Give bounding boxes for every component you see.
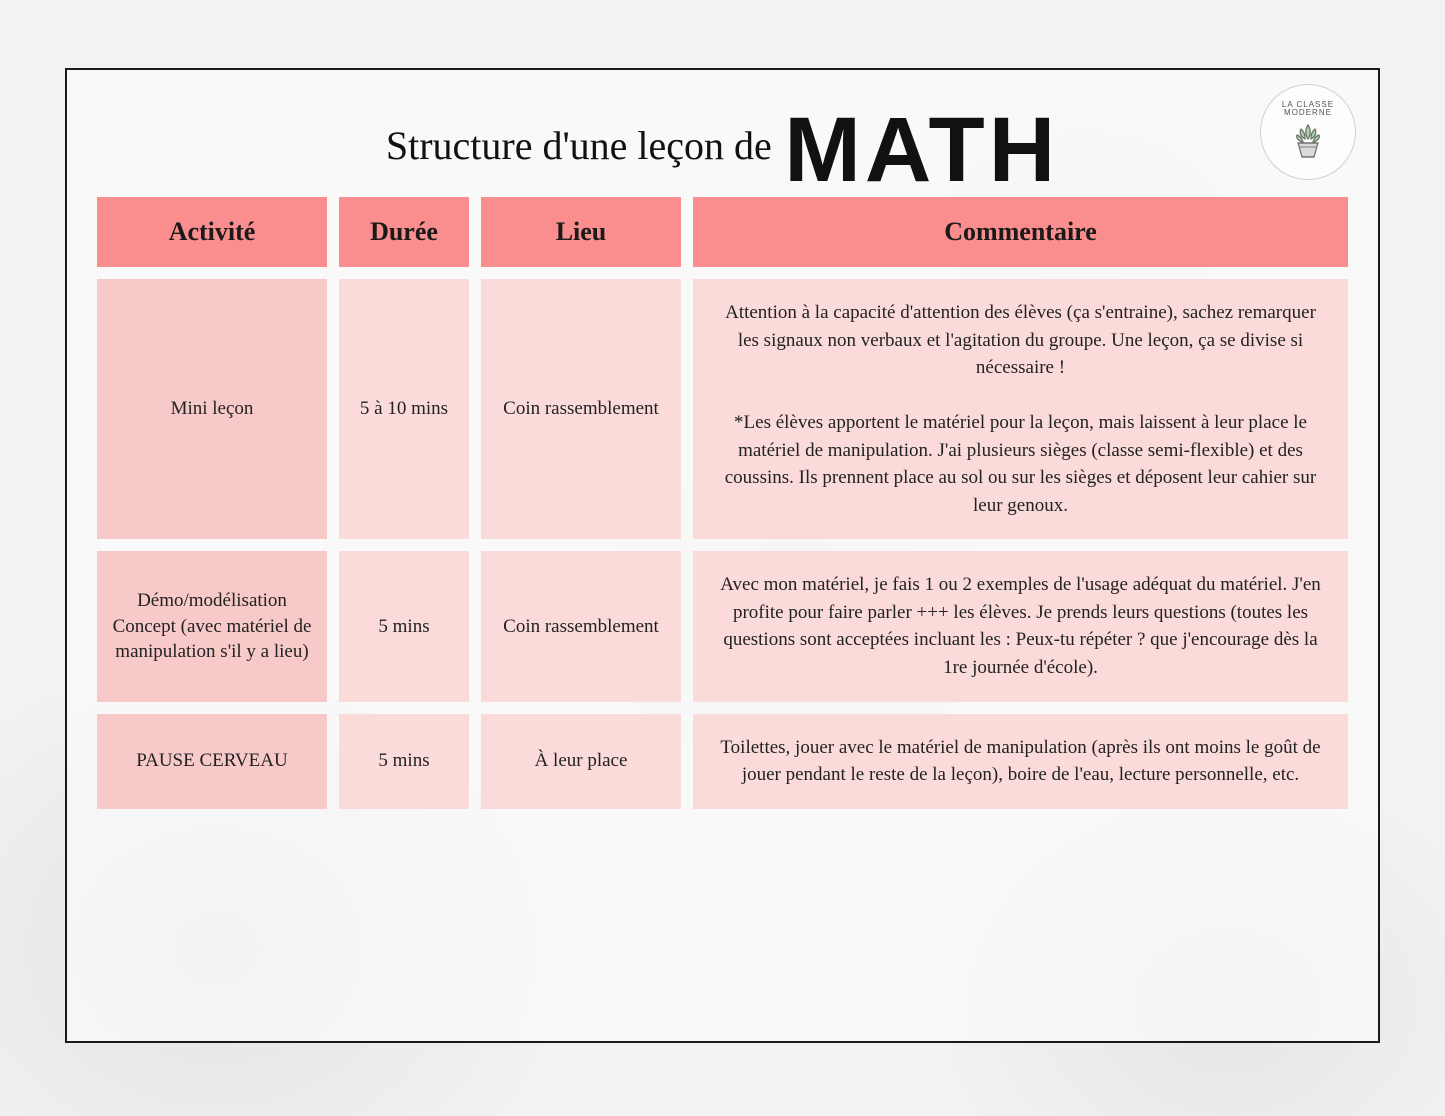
col-header-location: Lieu bbox=[481, 197, 681, 267]
succulent-icon bbox=[1283, 119, 1333, 163]
col-header-duration: Durée bbox=[339, 197, 469, 267]
table-cell-duration: 5 mins bbox=[339, 714, 469, 809]
brand-logo-text: LA CLASSE MODERNE bbox=[1261, 101, 1355, 117]
table-cell-location: Coin rassemblement bbox=[481, 551, 681, 701]
table-cell-duration: 5 mins bbox=[339, 551, 469, 701]
lesson-table: Activité Durée Lieu Commentaire Mini leç… bbox=[97, 197, 1348, 809]
table-cell-location: Coin rassemblement bbox=[481, 279, 681, 539]
table-cell-comment: Attention à la capacité d'attention des … bbox=[693, 279, 1348, 539]
lesson-card: Structure d'une leçon de MATH LA CLASSE … bbox=[65, 68, 1380, 1043]
table-cell-duration: 5 à 10 mins bbox=[339, 279, 469, 539]
brand-logo: LA CLASSE MODERNE bbox=[1260, 84, 1356, 180]
table-cell-activity: Mini leçon bbox=[97, 279, 327, 539]
col-header-activity: Activité bbox=[97, 197, 327, 267]
table-cell-comment: Toilettes, jouer avec le matériel de man… bbox=[693, 714, 1348, 809]
title-prefix: Structure d'une leçon de bbox=[386, 122, 772, 169]
title-main: MATH bbox=[784, 98, 1059, 203]
table-cell-comment: Avec mon matériel, je fais 1 ou 2 exempl… bbox=[693, 551, 1348, 701]
table-cell-activity: PAUSE CERVEAU bbox=[97, 714, 327, 809]
table-cell-activity: Démo/modélisation Concept (avec matériel… bbox=[97, 551, 327, 701]
table-cell-location: À leur place bbox=[481, 714, 681, 809]
title-wrap: Structure d'une leçon de MATH LA CLASSE … bbox=[97, 98, 1348, 193]
col-header-comment: Commentaire bbox=[693, 197, 1348, 267]
